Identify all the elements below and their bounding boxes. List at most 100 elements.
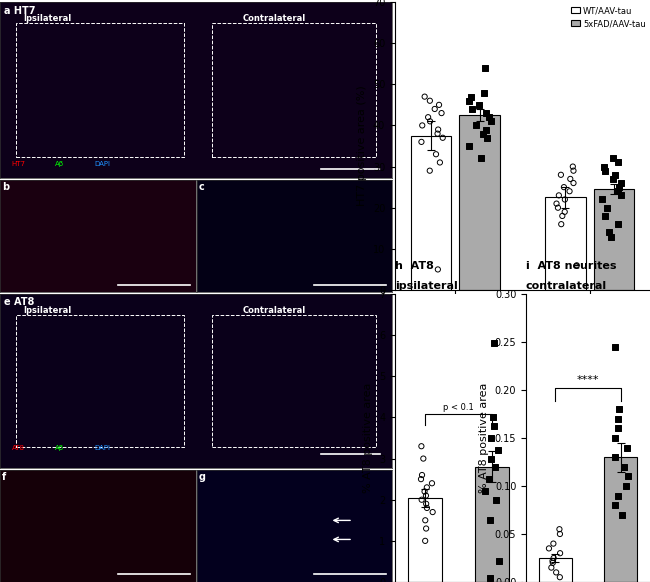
Y-axis label: HT7 positive area (%): HT7 positive area (%) <box>358 86 367 207</box>
Point <box>484 573 495 582</box>
Point <box>610 501 620 510</box>
Point <box>546 563 556 572</box>
Point <box>421 524 432 533</box>
Point <box>479 88 489 97</box>
Point <box>557 211 567 221</box>
Point <box>551 568 562 577</box>
Point <box>488 413 499 422</box>
Point <box>490 462 501 471</box>
Point <box>555 549 566 558</box>
Text: DAPI: DAPI <box>94 445 110 450</box>
Point <box>433 125 443 134</box>
Point <box>603 228 614 237</box>
Point <box>482 133 493 143</box>
Point <box>614 404 624 414</box>
Point <box>565 174 575 183</box>
Point <box>419 487 430 496</box>
Point <box>549 553 559 563</box>
Text: AT8: AT8 <box>12 445 25 450</box>
Point <box>559 183 569 192</box>
Point <box>494 557 504 566</box>
Text: e AT8: e AT8 <box>4 297 34 307</box>
Bar <box>545 197 586 290</box>
Point <box>547 558 558 567</box>
Point <box>551 199 562 208</box>
Point <box>466 92 476 101</box>
Point <box>608 174 618 183</box>
Point <box>485 516 495 525</box>
Point <box>436 108 447 118</box>
Point <box>417 121 428 130</box>
Point <box>610 170 621 179</box>
Point <box>606 232 616 241</box>
Point <box>547 556 558 566</box>
Text: d  HT7: d HT7 <box>395 0 440 1</box>
Point <box>613 158 623 167</box>
Point <box>608 154 618 163</box>
Point <box>564 187 575 196</box>
Point <box>554 530 565 539</box>
Point <box>417 470 427 480</box>
Point <box>434 100 444 109</box>
Point <box>463 96 474 105</box>
Point <box>599 162 610 171</box>
Point <box>416 137 426 147</box>
Point <box>430 104 440 113</box>
Text: g: g <box>199 472 206 482</box>
Point <box>556 170 566 179</box>
Point <box>428 508 438 517</box>
Point <box>600 166 610 175</box>
Point <box>481 108 491 118</box>
Point <box>425 116 436 126</box>
Legend: WT/AAV-tau, 5xFAD/AAV-tau: WT/AAV-tau, 5xFAD/AAV-tau <box>571 6 646 29</box>
Point <box>552 203 563 212</box>
Bar <box>408 498 442 582</box>
Point <box>418 454 428 463</box>
Text: Aβ: Aβ <box>55 445 64 450</box>
Point <box>471 121 481 130</box>
Point <box>416 474 426 484</box>
Point <box>554 191 564 200</box>
Point <box>616 191 626 200</box>
Point <box>488 339 499 348</box>
Text: f: f <box>2 472 6 482</box>
Point <box>601 203 612 212</box>
Point <box>571 261 582 270</box>
Point <box>435 158 445 167</box>
Point <box>421 491 431 501</box>
Point <box>419 92 430 101</box>
Point <box>493 446 503 455</box>
Point <box>568 166 578 175</box>
Point <box>427 478 437 488</box>
Point <box>464 141 474 151</box>
Point <box>480 125 491 134</box>
Bar <box>593 189 634 290</box>
Point <box>474 100 484 109</box>
Bar <box>475 467 509 582</box>
Point <box>548 539 558 548</box>
Point <box>568 178 578 187</box>
Point <box>437 133 448 143</box>
Point <box>491 495 502 505</box>
Point <box>417 495 427 505</box>
Point <box>619 462 629 471</box>
Point <box>610 453 621 462</box>
Point <box>478 129 488 139</box>
Point <box>486 116 496 126</box>
Point <box>610 342 620 352</box>
Bar <box>212 315 376 447</box>
Point <box>621 481 632 491</box>
Point <box>480 63 491 73</box>
Text: Contralateral: Contralateral <box>243 306 306 315</box>
Point <box>422 482 432 492</box>
Point <box>416 442 426 451</box>
Point <box>422 503 432 513</box>
Point <box>486 434 496 443</box>
Point <box>597 195 607 204</box>
Text: DAPI: DAPI <box>94 161 110 168</box>
Point <box>614 183 624 192</box>
Point <box>554 524 565 534</box>
Point <box>476 154 486 163</box>
Point <box>420 516 430 525</box>
Text: Ipsilateral: Ipsilateral <box>23 15 72 23</box>
